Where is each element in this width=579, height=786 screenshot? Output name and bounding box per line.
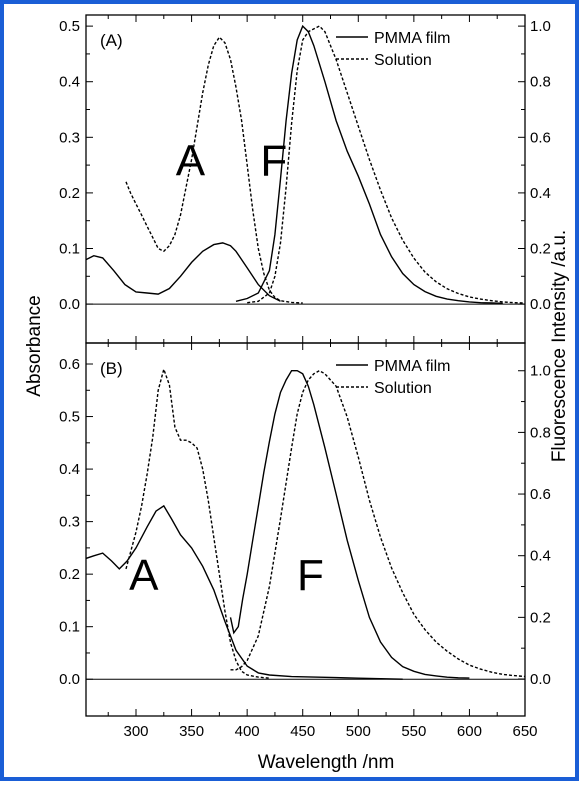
series-line-fluorescence-solution [230,369,525,678]
y-right-tick-label: 0.0 [530,671,551,688]
panel-b: 300 350 400 450 500 550 600 650 0.0 0.1 0.2 0.3 0.4 0… [59,342,551,740]
y-left-tick-label: 0.3 [59,514,80,531]
y-right-tick-label: 0.6 [530,486,551,503]
series-line-absorbance-pmma-film [86,242,281,302]
y-left-tick-label: 0.2 [59,185,80,202]
y-left-tick-label: 0.1 [59,619,80,636]
series-line-fluorescence-solution [247,25,525,304]
panel-plot-frame [85,342,526,717]
y-left-tick-label: 0.1 [59,240,80,257]
x-tick-label: 400 [235,723,260,740]
x-tick-label: 650 [512,723,537,740]
y-left-tick-label: 0.0 [59,671,80,688]
y-left-tick-label: 0.4 [59,461,80,478]
series-line-fluorescence-pmma-film [235,24,503,304]
series-line-fluorescence-pmma-film [229,370,470,679]
y-left-tick-label: 0.5 [59,409,80,426]
y-right-tick-label: 0.2 [530,240,551,257]
x-tick-label: 450 [290,723,315,740]
y-right-tick-label: 0.4 [530,185,551,202]
x-tick-label: 500 [346,723,371,740]
y-right-tick-label: 1.0 [530,363,551,380]
legend-label: PMMA film [374,30,450,47]
y-axis-left-title: Absorbance [24,295,45,396]
x-axis-title: Wavelength /nm [258,752,395,773]
y-left-tick-label: 0.2 [59,566,80,583]
panel-tag: (B) [100,359,123,378]
y-right-tick-label: 0.0 [530,296,551,313]
x-tick-label: 300 [123,723,148,740]
y-axis-right-title: Fluorescence Intensity /a.u. [549,230,570,462]
region-label-a: A [129,551,159,600]
y-right-tick-label: 1.0 [530,18,551,35]
y-right-tick-label: 0.6 [530,129,551,146]
y-left-tick-label: 0.4 [59,74,80,91]
y-left-tick-label: 0.3 [59,129,80,146]
series-line-absorbance-pmma-film [86,504,403,680]
y-left-tick-label: 0.5 [59,18,80,35]
x-tick-label: 600 [457,723,482,740]
legend-label: Solution [374,52,432,69]
region-label-f: F [260,137,287,186]
x-tick-label: 350 [179,723,204,740]
x-tick-label: 550 [401,723,426,740]
panel-a: 0.0 0.1 0.2 0.3 0.4 0.5 0.0 0.2 0.4 0.6 0.8 1.0 (A) A… [59,14,551,344]
region-label-a: A [176,137,206,186]
panel-layer: 0.0 0.1 0.2 0.3 0.4 0.5 0.0 0.2 0.4 0.6 0.8 1.0 (A) A… [59,14,551,740]
y-right-tick-label: 0.4 [530,548,551,565]
y-left-tick-label: 0.0 [59,296,80,313]
legend-label: Solution [374,380,432,397]
series-line-absorbance-solution [125,366,270,679]
y-right-tick-label: 0.8 [530,424,551,441]
y-right-tick-label: 0.8 [530,74,551,91]
panel-tag: (A) [100,31,123,50]
y-left-tick-label: 0.6 [59,356,80,373]
legend-label: PMMA film [374,358,450,375]
region-label-f: F [297,551,324,600]
y-right-tick-label: 0.2 [530,609,551,626]
